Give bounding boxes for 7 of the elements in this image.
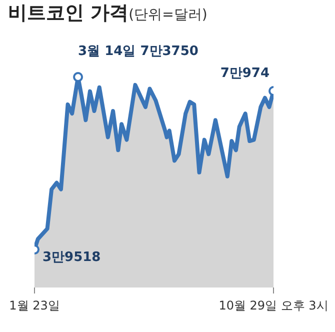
annotation: 3월 14일 7만3750 (78, 44, 198, 60)
chart-title: 비트코인 가격 (8, 2, 129, 24)
annotation: 3만9518 (42, 250, 101, 266)
x-tick-label: 10월 29일 오후 3시 (218, 298, 328, 312)
annotation: 7만974 (220, 66, 270, 81)
x-tick-label: 1월 23일 (9, 298, 60, 312)
chart-subtitle: (단위=달러) (128, 7, 208, 23)
